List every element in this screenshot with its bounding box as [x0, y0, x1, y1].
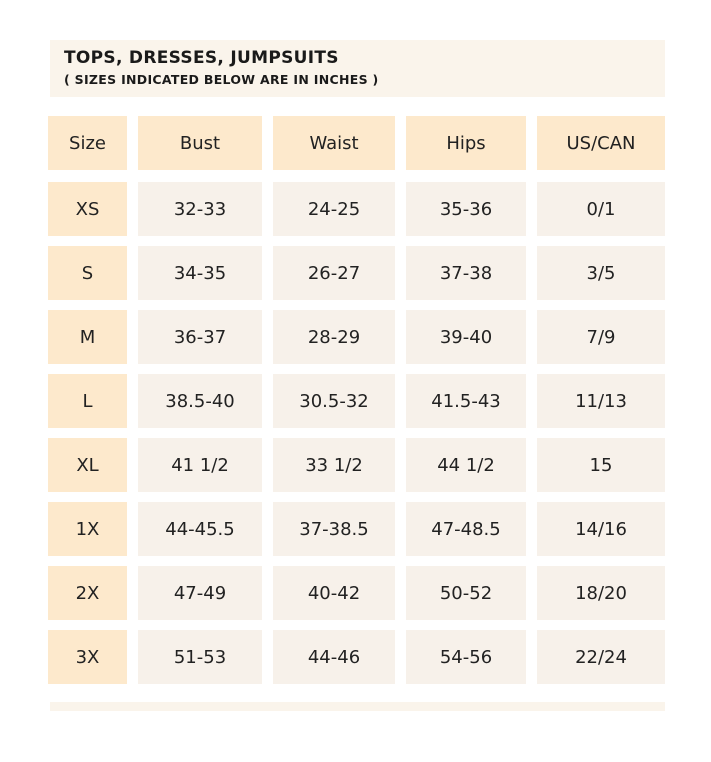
size-label: XS: [48, 182, 127, 236]
table-cell: 0/1: [537, 182, 665, 236]
table-cell: 47-49: [138, 566, 262, 620]
size-label: M: [48, 310, 127, 364]
table-cell: 18/20: [537, 566, 665, 620]
size-label: 3X: [48, 630, 127, 684]
table-cell: 47-48.5: [406, 502, 526, 556]
subtitle: ( SIZES INDICATED BELOW ARE IN INCHES ): [64, 72, 379, 87]
table-cell: 15: [537, 438, 665, 492]
table-cell: 40-42: [273, 566, 395, 620]
table-cell: 32-33: [138, 182, 262, 236]
table-cell: 22/24: [537, 630, 665, 684]
column-header: Hips: [406, 116, 526, 170]
table-cell: 14/16: [537, 502, 665, 556]
size-label: S: [48, 246, 127, 300]
table-cell: 44 1/2: [406, 438, 526, 492]
size-label: XL: [48, 438, 127, 492]
table-cell: 41.5-43: [406, 374, 526, 428]
header: TOPS, DRESSES, JUMPSUITS ( SIZES INDICAT…: [50, 40, 665, 97]
title: TOPS, DRESSES, JUMPSUITS: [64, 48, 339, 68]
table-cell: 26-27: [273, 246, 395, 300]
table-cell: 51-53: [138, 630, 262, 684]
table-cell: 7/9: [537, 310, 665, 364]
table-cell: 36-37: [138, 310, 262, 364]
size-label: 1X: [48, 502, 127, 556]
table-cell: 44-45.5: [138, 502, 262, 556]
table-cell: 35-36: [406, 182, 526, 236]
table-cell: 37-38: [406, 246, 526, 300]
column-header: Size: [48, 116, 127, 170]
size-label: L: [48, 374, 127, 428]
table-cell: 37-38.5: [273, 502, 395, 556]
table-cell: 38.5-40: [138, 374, 262, 428]
column-header: Bust: [138, 116, 262, 170]
table-cell: 39-40: [406, 310, 526, 364]
table-cell: 11/13: [537, 374, 665, 428]
size-label: 2X: [48, 566, 127, 620]
table-cell: 41 1/2: [138, 438, 262, 492]
table-cell: 24-25: [273, 182, 395, 236]
table-cell: 33 1/2: [273, 438, 395, 492]
footer-strip: [50, 702, 665, 711]
table-cell: 54-56: [406, 630, 526, 684]
column-header: Waist: [273, 116, 395, 170]
column-header: US/CAN: [537, 116, 665, 170]
table-cell: 44-46: [273, 630, 395, 684]
table-cell: 28-29: [273, 310, 395, 364]
table-cell: 30.5-32: [273, 374, 395, 428]
table-cell: 50-52: [406, 566, 526, 620]
table-cell: 34-35: [138, 246, 262, 300]
table-cell: 3/5: [537, 246, 665, 300]
